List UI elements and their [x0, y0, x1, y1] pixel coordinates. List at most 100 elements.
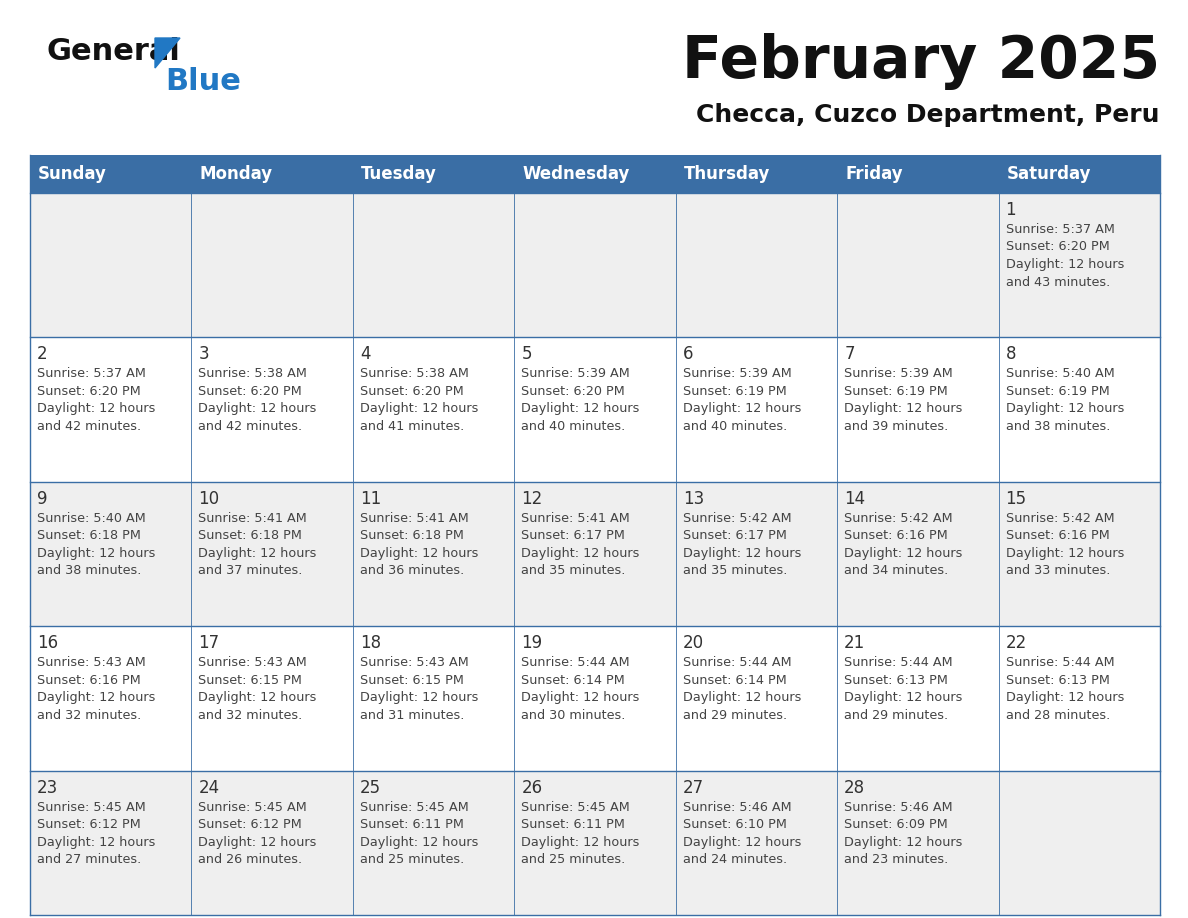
Text: 14: 14	[845, 490, 865, 508]
Text: and 29 minutes.: and 29 minutes.	[845, 709, 948, 722]
Text: Daylight: 12 hours: Daylight: 12 hours	[37, 835, 156, 848]
Text: 12: 12	[522, 490, 543, 508]
Text: Daylight: 12 hours: Daylight: 12 hours	[360, 402, 479, 416]
Text: Sunset: 6:11 PM: Sunset: 6:11 PM	[522, 818, 625, 831]
Text: and 29 minutes.: and 29 minutes.	[683, 709, 786, 722]
Text: Monday: Monday	[200, 165, 272, 183]
Text: Sunrise: 5:42 AM: Sunrise: 5:42 AM	[683, 512, 791, 525]
Text: Sunrise: 5:42 AM: Sunrise: 5:42 AM	[845, 512, 953, 525]
Text: Sunset: 6:13 PM: Sunset: 6:13 PM	[845, 674, 948, 687]
Text: Sunrise: 5:37 AM: Sunrise: 5:37 AM	[37, 367, 146, 380]
Text: Sunrise: 5:39 AM: Sunrise: 5:39 AM	[522, 367, 630, 380]
Bar	[30, 626, 1159, 770]
Text: Sunrise: 5:45 AM: Sunrise: 5:45 AM	[198, 800, 308, 813]
Text: Sunset: 6:19 PM: Sunset: 6:19 PM	[1005, 385, 1110, 397]
Text: Daylight: 12 hours: Daylight: 12 hours	[198, 402, 317, 416]
Text: Sunset: 6:17 PM: Sunset: 6:17 PM	[683, 530, 786, 543]
Text: Sunrise: 5:44 AM: Sunrise: 5:44 AM	[845, 656, 953, 669]
Text: Daylight: 12 hours: Daylight: 12 hours	[37, 691, 156, 704]
Text: Sunrise: 5:39 AM: Sunrise: 5:39 AM	[845, 367, 953, 380]
Text: Sunrise: 5:40 AM: Sunrise: 5:40 AM	[1005, 367, 1114, 380]
Text: Saturday: Saturday	[1006, 165, 1091, 183]
Text: Wednesday: Wednesday	[523, 165, 630, 183]
Text: and 28 minutes.: and 28 minutes.	[1005, 709, 1110, 722]
Text: and 35 minutes.: and 35 minutes.	[522, 565, 626, 577]
Text: and 37 minutes.: and 37 minutes.	[198, 565, 303, 577]
Text: 24: 24	[198, 778, 220, 797]
Text: 15: 15	[1005, 490, 1026, 508]
Text: 16: 16	[37, 634, 58, 652]
Text: Sunrise: 5:44 AM: Sunrise: 5:44 AM	[683, 656, 791, 669]
Text: 10: 10	[198, 490, 220, 508]
Text: and 34 minutes.: and 34 minutes.	[845, 565, 948, 577]
Text: 19: 19	[522, 634, 543, 652]
Text: Sunset: 6:20 PM: Sunset: 6:20 PM	[360, 385, 463, 397]
Text: Daylight: 12 hours: Daylight: 12 hours	[522, 547, 639, 560]
Text: Sunrise: 5:45 AM: Sunrise: 5:45 AM	[360, 800, 468, 813]
Text: Sunrise: 5:41 AM: Sunrise: 5:41 AM	[198, 512, 308, 525]
Text: Sunset: 6:18 PM: Sunset: 6:18 PM	[37, 530, 141, 543]
Text: General: General	[48, 38, 181, 66]
Text: 18: 18	[360, 634, 381, 652]
Text: Sunset: 6:16 PM: Sunset: 6:16 PM	[37, 674, 140, 687]
Text: 28: 28	[845, 778, 865, 797]
Text: Daylight: 12 hours: Daylight: 12 hours	[1005, 258, 1124, 271]
Text: and 35 minutes.: and 35 minutes.	[683, 565, 788, 577]
Text: Sunrise: 5:45 AM: Sunrise: 5:45 AM	[37, 800, 146, 813]
Text: Daylight: 12 hours: Daylight: 12 hours	[198, 547, 317, 560]
Text: Sunrise: 5:46 AM: Sunrise: 5:46 AM	[845, 800, 953, 813]
Text: Sunset: 6:11 PM: Sunset: 6:11 PM	[360, 818, 463, 831]
Text: Sunrise: 5:41 AM: Sunrise: 5:41 AM	[522, 512, 630, 525]
Text: 1: 1	[1005, 201, 1016, 219]
Text: and 30 minutes.: and 30 minutes.	[522, 709, 626, 722]
Text: Daylight: 12 hours: Daylight: 12 hours	[845, 402, 962, 416]
Text: Daylight: 12 hours: Daylight: 12 hours	[683, 691, 801, 704]
Polygon shape	[154, 38, 181, 68]
Text: Sunset: 6:18 PM: Sunset: 6:18 PM	[198, 530, 302, 543]
Text: and 41 minutes.: and 41 minutes.	[360, 420, 465, 433]
Text: and 26 minutes.: and 26 minutes.	[198, 853, 303, 866]
Text: Daylight: 12 hours: Daylight: 12 hours	[845, 691, 962, 704]
Text: Sunrise: 5:42 AM: Sunrise: 5:42 AM	[1005, 512, 1114, 525]
Text: Daylight: 12 hours: Daylight: 12 hours	[1005, 547, 1124, 560]
Text: 9: 9	[37, 490, 48, 508]
Text: Sunset: 6:16 PM: Sunset: 6:16 PM	[845, 530, 948, 543]
Text: 26: 26	[522, 778, 543, 797]
Text: and 31 minutes.: and 31 minutes.	[360, 709, 465, 722]
Text: 17: 17	[198, 634, 220, 652]
Bar	[30, 338, 1159, 482]
Text: Sunset: 6:20 PM: Sunset: 6:20 PM	[1005, 241, 1110, 253]
Text: Daylight: 12 hours: Daylight: 12 hours	[360, 691, 479, 704]
Text: Sunrise: 5:41 AM: Sunrise: 5:41 AM	[360, 512, 468, 525]
Text: Daylight: 12 hours: Daylight: 12 hours	[360, 835, 479, 848]
Text: and 40 minutes.: and 40 minutes.	[683, 420, 786, 433]
Text: Sunset: 6:13 PM: Sunset: 6:13 PM	[1005, 674, 1110, 687]
Text: Sunrise: 5:37 AM: Sunrise: 5:37 AM	[1005, 223, 1114, 236]
Text: and 39 minutes.: and 39 minutes.	[845, 420, 948, 433]
Text: Sunset: 6:16 PM: Sunset: 6:16 PM	[1005, 530, 1110, 543]
Text: Sunset: 6:20 PM: Sunset: 6:20 PM	[37, 385, 140, 397]
Text: and 32 minutes.: and 32 minutes.	[37, 709, 141, 722]
Text: Daylight: 12 hours: Daylight: 12 hours	[522, 835, 639, 848]
Text: Sunset: 6:20 PM: Sunset: 6:20 PM	[198, 385, 302, 397]
Text: Daylight: 12 hours: Daylight: 12 hours	[37, 547, 156, 560]
Text: and 32 minutes.: and 32 minutes.	[198, 709, 303, 722]
Text: Sunrise: 5:38 AM: Sunrise: 5:38 AM	[198, 367, 308, 380]
Text: Daylight: 12 hours: Daylight: 12 hours	[360, 547, 479, 560]
Text: 11: 11	[360, 490, 381, 508]
Text: and 38 minutes.: and 38 minutes.	[37, 565, 141, 577]
Text: Daylight: 12 hours: Daylight: 12 hours	[198, 835, 317, 848]
Text: Friday: Friday	[845, 165, 903, 183]
Text: Sunrise: 5:44 AM: Sunrise: 5:44 AM	[1005, 656, 1114, 669]
Text: Sunset: 6:20 PM: Sunset: 6:20 PM	[522, 385, 625, 397]
Text: 22: 22	[1005, 634, 1026, 652]
Text: Daylight: 12 hours: Daylight: 12 hours	[683, 547, 801, 560]
Text: Daylight: 12 hours: Daylight: 12 hours	[683, 835, 801, 848]
Text: Sunset: 6:17 PM: Sunset: 6:17 PM	[522, 530, 625, 543]
Text: Daylight: 12 hours: Daylight: 12 hours	[1005, 691, 1124, 704]
Bar	[30, 482, 1159, 626]
Text: 5: 5	[522, 345, 532, 364]
Text: and 23 minutes.: and 23 minutes.	[845, 853, 948, 866]
Text: Daylight: 12 hours: Daylight: 12 hours	[522, 691, 639, 704]
Text: 20: 20	[683, 634, 703, 652]
